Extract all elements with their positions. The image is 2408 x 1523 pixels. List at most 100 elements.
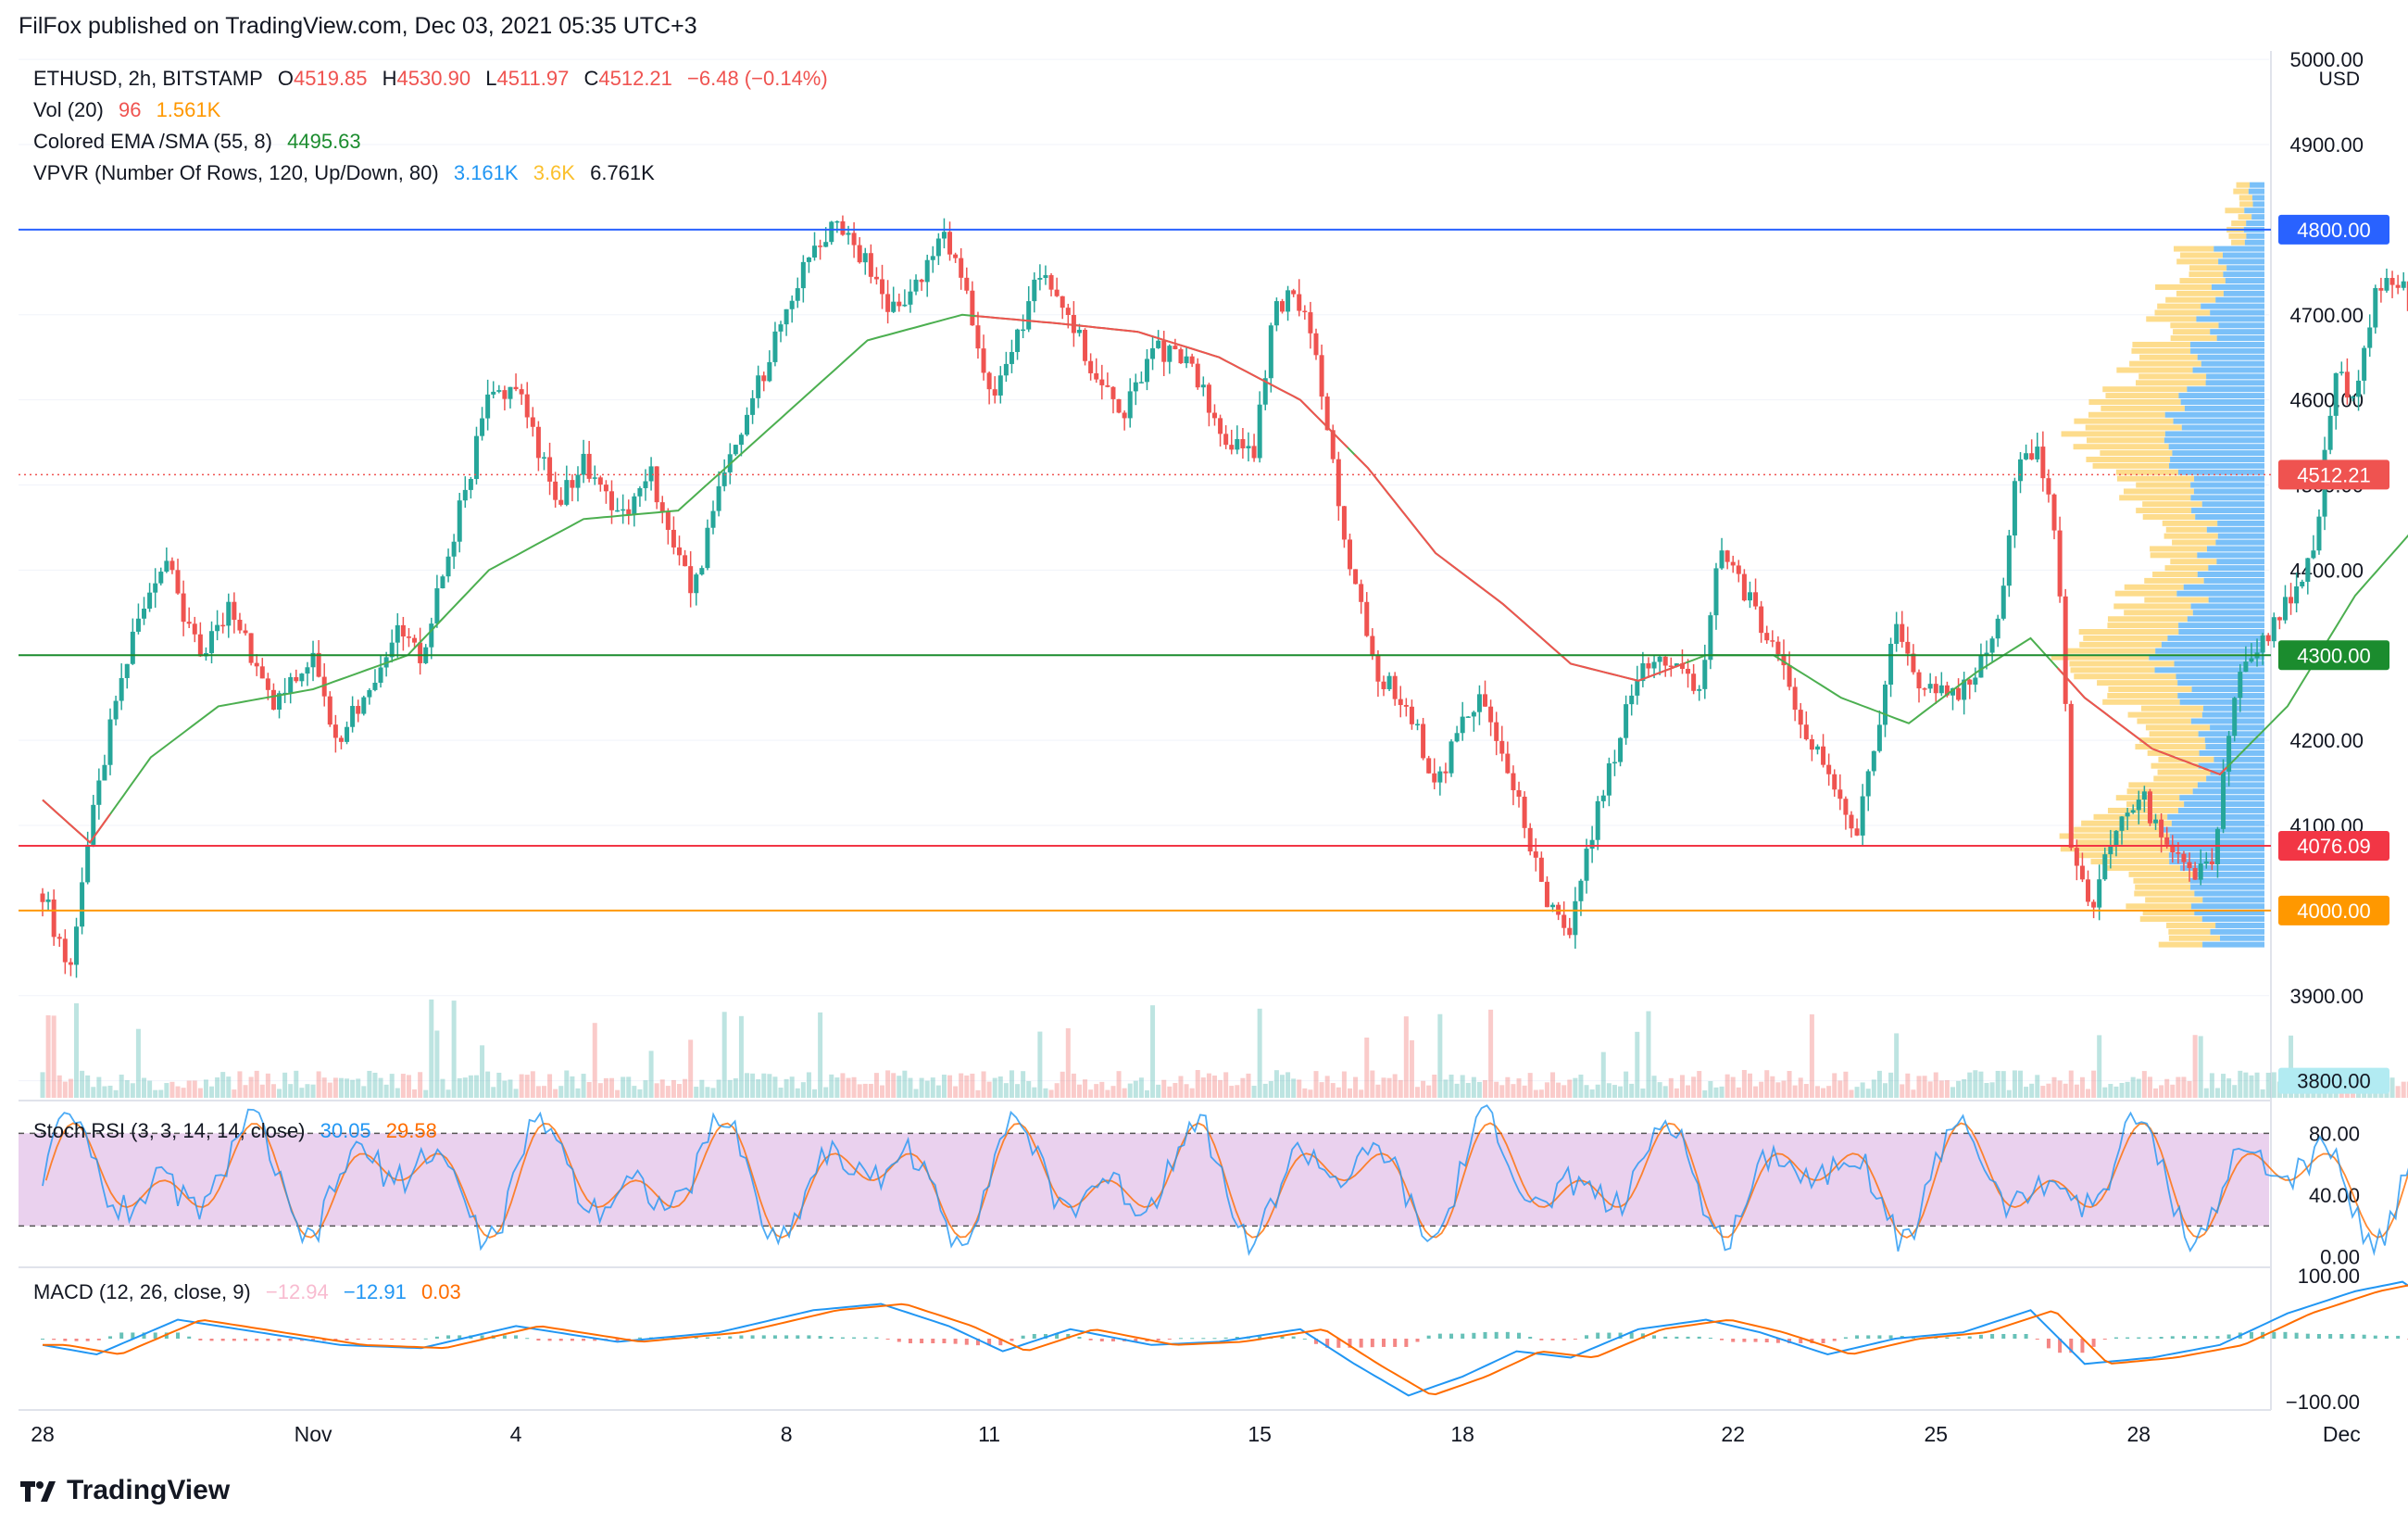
- candle-body: [947, 232, 953, 255]
- volume-bar: [513, 1089, 519, 1098]
- macd-histogram-bar: [1314, 1339, 1318, 1344]
- macd-histogram-bar: [1945, 1337, 1950, 1339]
- volume-bar: [1392, 1074, 1398, 1098]
- volume-bar: [1291, 1078, 1297, 1098]
- volume-bar: [2000, 1071, 2006, 1098]
- volume-bar: [2176, 1076, 2181, 1098]
- volume-bar: [299, 1088, 305, 1098]
- candle-body: [1759, 606, 1764, 634]
- volume-bar: [1973, 1070, 1978, 1098]
- vpvr-down-bar: [2142, 501, 2202, 508]
- macd-histogram-bar: [266, 1339, 270, 1341]
- volume-bar: [1538, 1089, 1544, 1098]
- volume-bar: [1426, 1085, 1432, 1098]
- volume-bar: [462, 1077, 468, 1098]
- macd-histogram-bar: [987, 1339, 992, 1346]
- candle-body: [705, 527, 710, 569]
- candle-body: [643, 481, 648, 488]
- volume-bar: [356, 1078, 361, 1098]
- macd-histogram-bar: [2272, 1331, 2276, 1339]
- volume-bar: [541, 1086, 546, 1098]
- volume-bar: [930, 1077, 935, 1098]
- candle-body: [1043, 275, 1048, 278]
- ema-label[interactable]: Colored EMA /SMA (55, 8): [33, 130, 272, 153]
- candle-body: [491, 391, 496, 395]
- volume-bar: [1173, 1083, 1178, 1098]
- symbol-label[interactable]: ETHUSD, 2h, BITSTAMP: [33, 67, 263, 90]
- candle-body: [1386, 675, 1392, 689]
- vpvr-down-bar: [2163, 533, 2218, 539]
- volume-bar: [1770, 1076, 1775, 1098]
- candle-body: [74, 926, 80, 965]
- volume-bar: [1127, 1083, 1133, 1098]
- macd-histogram-bar: [942, 1339, 947, 1344]
- volume-label[interactable]: Vol (20): [33, 98, 104, 121]
- vpvr-up-bar: [2205, 380, 2264, 386]
- candle-body: [1099, 379, 1105, 385]
- volume-bar: [2181, 1076, 2187, 1098]
- volume-bar: [1882, 1083, 1888, 1098]
- macd-histogram-bar: [379, 1339, 383, 1340]
- candle-body: [1686, 668, 1691, 674]
- macd-histogram-bar: [885, 1339, 890, 1340]
- candle-body: [2362, 347, 2367, 381]
- candle-body: [440, 576, 445, 589]
- macd-histogram-bar: [1415, 1339, 1420, 1342]
- volume-bar: [1246, 1073, 1251, 1098]
- candle-body: [2006, 535, 2012, 586]
- macd-histogram-bar: [1201, 1338, 1206, 1340]
- volume-bar: [992, 1077, 997, 1098]
- volume-bar: [1511, 1084, 1516, 1098]
- vpvr-down-bar: [2147, 749, 2200, 756]
- candle-body: [237, 619, 243, 631]
- candle-body: [862, 253, 868, 263]
- candle-body: [935, 238, 941, 257]
- candle-body: [254, 662, 259, 667]
- tradingview-footer[interactable]: TradingView: [19, 1475, 230, 1506]
- candle-body: [880, 279, 885, 295]
- volume-bar: [113, 1089, 119, 1098]
- macd-histogram-bar: [1055, 1333, 1060, 1339]
- candle-body: [445, 556, 451, 577]
- candle-body: [124, 663, 130, 678]
- candle-body: [1257, 404, 1262, 459]
- time-tick-label: 4: [510, 1422, 522, 1446]
- volume-bar: [1009, 1070, 1014, 1098]
- volume-bar: [1437, 1013, 1443, 1098]
- candle-body: [1432, 773, 1437, 783]
- stoch-tick-label: 40.00: [2309, 1184, 2360, 1207]
- candle-body: [1341, 506, 1347, 540]
- volume-bar: [1900, 1084, 1905, 1098]
- volume-bar: [683, 1078, 688, 1098]
- candle-body: [986, 372, 992, 390]
- volume-bar: [181, 1088, 186, 1098]
- volume-bar: [2051, 1076, 2057, 1098]
- candle-body: [1297, 294, 1302, 311]
- vpvr-up-bar: [2210, 309, 2264, 316]
- macd-histogram-bar: [401, 1339, 406, 1340]
- volume-bar: [1302, 1088, 1308, 1098]
- vpvr-up-bar: [2210, 769, 2264, 775]
- candle-body: [1708, 615, 1713, 661]
- volume-bar: [496, 1072, 502, 1098]
- volume-bar: [575, 1088, 581, 1098]
- volume-bar: [1229, 1086, 1235, 1098]
- candle-body: [834, 220, 840, 223]
- candle-body: [1770, 640, 1775, 642]
- vpvr-up-bar: [2160, 826, 2264, 833]
- vpvr-down-bar: [2073, 444, 2169, 450]
- candle-body: [1527, 827, 1533, 852]
- candle-body: [1336, 459, 1341, 507]
- macd-histogram-bar: [975, 1339, 980, 1346]
- vpvr-label[interactable]: VPVR (Number Of Rows, 120, Up/Down, 80): [33, 161, 439, 184]
- vpvr-down-bar: [2129, 360, 2201, 367]
- macd-label[interactable]: MACD (12, 26, close, 9): [33, 1280, 251, 1303]
- vpvr-down-bar: [2131, 347, 2191, 354]
- candle-body: [1370, 636, 1375, 655]
- stoch-label[interactable]: Stoch RSI (3, 3, 14, 14, close): [33, 1119, 306, 1142]
- volume-bar: [378, 1077, 383, 1098]
- volume-bar: [1189, 1088, 1195, 1098]
- macd-tick-label: −100.00: [2286, 1391, 2360, 1414]
- volume-bar: [1888, 1072, 1894, 1098]
- vpvr-up-bar: [2180, 398, 2264, 405]
